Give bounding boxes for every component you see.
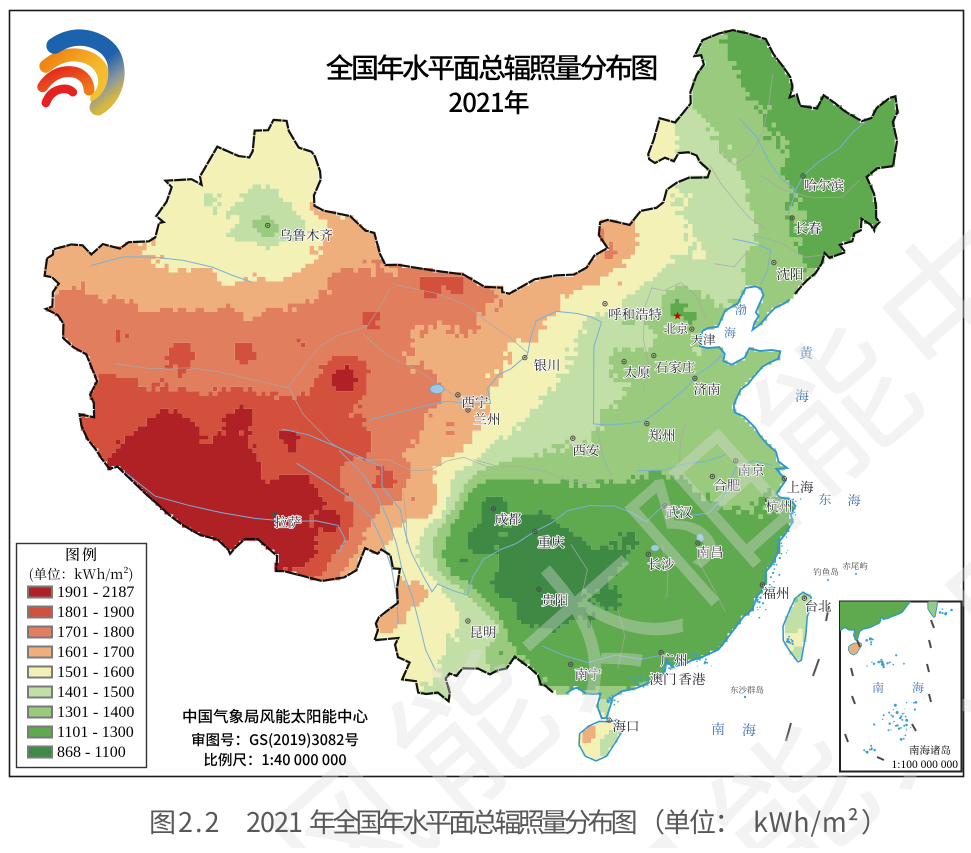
svg-text:1601 - 1700: 1601 - 1700 [57, 644, 134, 661]
svg-text:1801 - 1900: 1801 - 1900 [57, 604, 134, 621]
svg-text:1901 - 2187: 1901 - 2187 [57, 584, 134, 601]
svg-text:1501 - 1600: 1501 - 1600 [57, 664, 134, 681]
svg-text:1301 - 1400: 1301 - 1400 [57, 704, 134, 721]
svg-text:1401 - 1500: 1401 - 1500 [57, 684, 134, 701]
svg-text:868 - 1100: 868 - 1100 [57, 744, 126, 761]
svg-text:1:100 000 000: 1:100 000 000 [892, 759, 959, 771]
svg-text:1701 - 1800: 1701 - 1800 [57, 624, 134, 641]
svg-text:1101 - 1300: 1101 - 1300 [57, 724, 134, 741]
